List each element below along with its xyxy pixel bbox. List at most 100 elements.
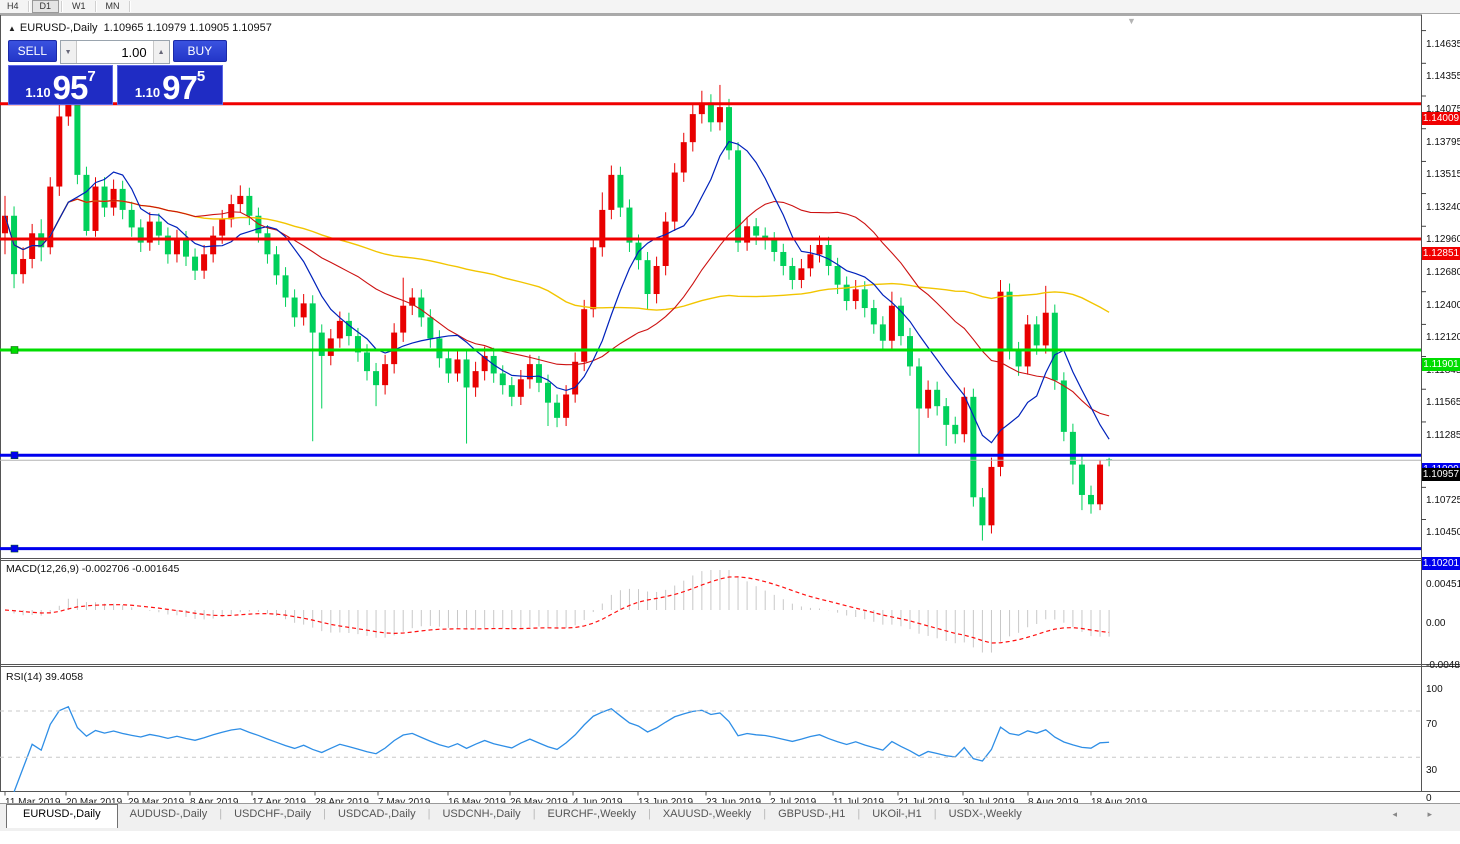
candle-body (888, 305, 895, 341)
tab-eurusd[interactable]: EURUSD-,Daily (6, 804, 118, 828)
timeframe-button-d1[interactable]: D1 (31, 0, 60, 13)
candle-body (327, 338, 334, 356)
timeframe-button-h4[interactable]: H4 (7, 1, 19, 11)
timeframe-button-mn[interactable]: MN (105, 1, 120, 11)
price-chart-canvas[interactable] (0, 14, 1460, 844)
candle-body (879, 324, 886, 341)
sell-price-display[interactable]: 1.10 95 7 (8, 65, 113, 105)
candle-body (454, 359, 461, 374)
candle-body (1015, 350, 1022, 367)
volume-decrease-icon[interactable]: ▼ (60, 41, 77, 63)
timeframe-button-w1[interactable]: W1 (72, 1, 86, 11)
sell-button[interactable]: SELL (8, 40, 57, 62)
candle-body (101, 186, 108, 208)
buy-price-sup: 5 (196, 68, 206, 85)
candle-body (1069, 431, 1076, 465)
sell-price-small: 1.10 (25, 85, 51, 100)
candle-body (173, 239, 180, 255)
candle-body (282, 275, 289, 298)
buy-button[interactable]: BUY (172, 40, 227, 62)
price-tick-label: 1.10725 (1426, 495, 1460, 507)
volume-input[interactable]: 1.00 (76, 41, 153, 63)
candle-body (1078, 464, 1085, 495)
candle-body (771, 240, 778, 252)
date-label: 28 Apr 2019 (315, 797, 369, 808)
date-label: 8 Apr 2019 (190, 797, 238, 808)
tab-xauusd[interactable]: XAUUSD-,Weekly (662, 808, 752, 820)
tab-separator: | (532, 808, 536, 820)
collapse-triangle-icon[interactable]: ▲ (8, 24, 16, 33)
date-label: 29 Mar 2019 (128, 797, 184, 808)
candle-body (617, 174, 624, 208)
toolbar-separator (27, 1, 30, 12)
symbol-name: EURUSD-,Daily (19, 22, 98, 34)
tab-scroll-arrows[interactable]: ◂ ▸ (1392, 809, 1446, 819)
candle-body (780, 251, 787, 266)
candle-body (526, 364, 533, 380)
price-tick-label: 1.13795 (1426, 136, 1460, 148)
scroll-to-end-icon[interactable]: ▼ (1127, 16, 1136, 26)
price-tick-label: 1.10450 (1426, 527, 1460, 539)
date-label: 8 Aug 2019 (1028, 797, 1079, 808)
candle-body (735, 150, 742, 243)
tab-gbpusd[interactable]: GBPUSD-,H1 (778, 808, 846, 820)
tab-audusd[interactable]: AUDUSD-,Daily (129, 808, 208, 820)
tab-ukoil[interactable]: UKOil-,H1 (872, 808, 922, 820)
candle-body (1088, 494, 1094, 505)
candle-body (662, 221, 669, 266)
date-label: 16 May 2019 (448, 797, 506, 808)
date-label: 26 May 2019 (510, 797, 568, 808)
price-tick-label: 1.14355 (1426, 71, 1460, 83)
line-handle[interactable] (10, 346, 19, 354)
candle-body (943, 406, 950, 425)
candle-body (47, 186, 54, 248)
candle-body (789, 265, 796, 281)
candle-body (427, 317, 434, 339)
price-level-label: 1.10201 (1422, 556, 1460, 570)
date-label: 7 May 2019 (378, 797, 430, 808)
price-tick-label: 1.12120 (1426, 332, 1460, 344)
tab-separator: | (219, 808, 223, 820)
candle-body (644, 260, 651, 295)
candle-body (409, 297, 416, 306)
price-tick-label: 1.12680 (1426, 266, 1460, 278)
ma-mid-line (4, 198, 1110, 417)
line-handle[interactable] (10, 544, 19, 553)
price-tick-label: 1.12400 (1426, 299, 1460, 311)
candle-body (970, 396, 977, 498)
candle-body (671, 172, 678, 222)
rsi-value: 39.4058 (45, 671, 84, 683)
line-handle[interactable] (10, 451, 19, 459)
tab-usdcnh[interactable]: USDCNH-,Daily (442, 808, 521, 820)
volume-increase-icon[interactable]: ▲ (152, 41, 169, 63)
tab-usdchf[interactable]: USDCHF-,Daily (234, 808, 312, 820)
tab-separator: | (647, 808, 651, 820)
price-level-label: 1.11901 (1422, 357, 1460, 371)
candle-body (572, 361, 579, 395)
buy-price-small: 1.10 (134, 85, 161, 100)
candle-body (716, 107, 723, 123)
macd-axis-label: -0.004806 (1426, 659, 1460, 671)
tab-eurchf[interactable]: EURCHF-,Weekly (547, 808, 636, 820)
candle-body (852, 289, 859, 302)
date-label: 20 Mar 2019 (66, 797, 122, 808)
candle-body (653, 265, 660, 295)
buy-price-display[interactable]: 1.10 97 5 (117, 65, 223, 105)
sell-price-sup: 7 (87, 68, 96, 85)
candle-body (164, 235, 171, 255)
price-tick-label: 1.11565 (1426, 397, 1460, 409)
date-label: 11 Mar 2019 (5, 797, 60, 808)
price-tick-label: 1.13240 (1426, 201, 1460, 213)
candle-body (382, 364, 389, 386)
tab-usdcad[interactable]: USDCAD-,Daily (337, 808, 416, 820)
candle-body (146, 221, 153, 243)
tab-usdx[interactable]: USDX-,Weekly (948, 808, 1022, 820)
date-label: 2 Jul 2019 (770, 797, 816, 808)
candle-body (119, 188, 126, 210)
candle-body (445, 358, 452, 374)
chart-window: ▲ EURUSD-,Daily 1.10965 1.10979 1.10905 1… (0, 14, 1460, 844)
date-label: 18 Aug 2019 (1091, 797, 1147, 808)
toolbar-separator (128, 1, 131, 12)
tab-separator: | (427, 808, 431, 820)
candle-body (1060, 380, 1067, 432)
